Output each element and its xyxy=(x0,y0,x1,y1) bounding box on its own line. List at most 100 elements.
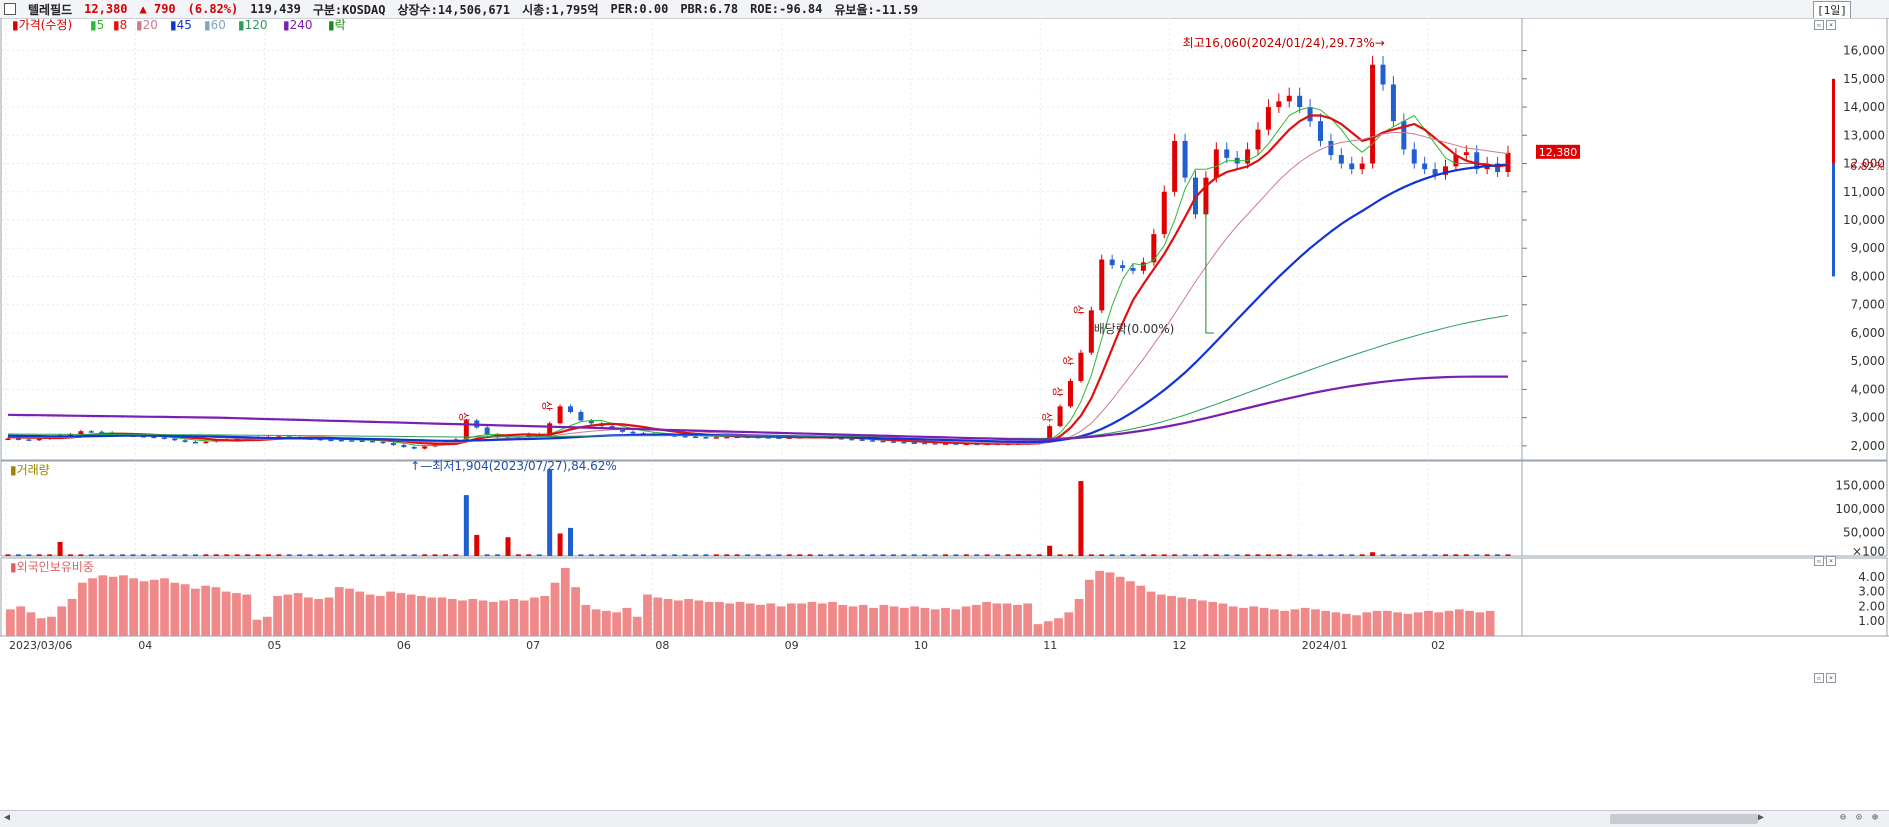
foreign-ownership-bar xyxy=(930,609,940,636)
candle-body xyxy=(463,420,469,440)
volume-bar xyxy=(943,554,948,556)
foreign-ownership-bar xyxy=(725,603,735,636)
foreign-ownership-bar xyxy=(1403,613,1413,636)
volume-bar xyxy=(599,554,605,556)
candle-body xyxy=(1255,129,1261,150)
volume-bar xyxy=(26,554,32,556)
foreign-ownership-bar xyxy=(252,619,262,636)
zoom-reset-icon[interactable]: ⊙ xyxy=(1856,812,1863,823)
candle-body xyxy=(161,437,167,439)
volume-bar xyxy=(1224,554,1230,556)
candle-body xyxy=(99,431,105,434)
volume-bar xyxy=(1026,554,1032,556)
candle-body xyxy=(1338,155,1344,164)
volume-bar xyxy=(557,533,563,556)
candle-body xyxy=(1453,155,1459,167)
volume-bar xyxy=(1318,554,1323,556)
horizontal-scrollbar[interactable]: ◀ ▶ ⊖ ⊙ ⊕ xyxy=(0,810,1889,827)
dividend-marker-line xyxy=(1205,208,1214,334)
foreign-ownership-bar xyxy=(1136,585,1146,636)
volume-bar xyxy=(1307,554,1313,556)
candle-body xyxy=(547,423,553,436)
foreign-pane-maximize-icon[interactable]: ▫ xyxy=(1814,673,1824,683)
panel-checkbox[interactable] xyxy=(4,3,16,15)
scroll-left-icon[interactable]: ◀ xyxy=(4,812,11,823)
foreign-pane-close-icon[interactable]: × xyxy=(1826,673,1836,683)
price-tick-label: 14,000 xyxy=(1843,100,1885,114)
foreign-ownership-bar xyxy=(36,618,46,636)
volume-bar xyxy=(328,554,334,556)
date-tick-label: 11 xyxy=(1043,639,1057,652)
legend-item-20: ▮20 xyxy=(136,18,158,32)
date-tick-label: 09 xyxy=(785,639,799,652)
volume-bar xyxy=(78,554,84,556)
zoom-out-icon[interactable]: ⊖ xyxy=(1840,812,1847,823)
stock-chart[interactable]: 최고16,060(2024/01/24),29.73%→ ↑—최저1,904(20… xyxy=(0,18,1889,826)
foreign-ownership-bar xyxy=(1198,600,1207,636)
volume-bar xyxy=(1193,554,1198,556)
candle-body xyxy=(1318,121,1323,141)
scroll-thumb[interactable] xyxy=(1610,814,1758,824)
volume-bar xyxy=(359,554,365,556)
volume-bar xyxy=(547,469,553,556)
foreign-ownership-bar xyxy=(1434,612,1444,636)
volume-bar xyxy=(401,554,407,556)
candle-body xyxy=(693,436,698,439)
foreign-ownership-bar xyxy=(776,606,786,636)
volume-bar xyxy=(276,554,282,556)
volume-bar xyxy=(213,554,219,556)
foreign-tick-label: 1.00 xyxy=(1858,614,1885,628)
foreign-ownership-bar xyxy=(47,616,56,636)
foreign-ownership-bar xyxy=(1218,603,1228,636)
volume-bar xyxy=(1255,554,1261,556)
volume-bar xyxy=(682,554,688,556)
foreign-ownership-bar xyxy=(920,607,930,636)
volume-pane-maximize-icon[interactable]: ▫ xyxy=(1814,556,1824,566)
period-selector[interactable]: [1일] xyxy=(1813,1,1851,19)
foreign-ownership-bar xyxy=(16,606,26,636)
candle-body xyxy=(328,439,334,442)
scroll-right-icon[interactable]: ▶ xyxy=(1758,812,1765,823)
foreign-ownership-bar xyxy=(129,578,139,636)
volume-bar xyxy=(411,554,417,556)
foreign-ownership-bar xyxy=(170,582,180,636)
candle-body xyxy=(1505,152,1511,172)
foreign-ownership-bar xyxy=(1177,597,1187,636)
volume-bar xyxy=(734,554,740,556)
price-pane-close-icon[interactable]: × xyxy=(1826,20,1836,30)
volume-bar xyxy=(495,554,501,556)
candle-body xyxy=(1495,163,1501,172)
foreign-ownership-bar xyxy=(530,597,539,636)
volume-bar xyxy=(1203,554,1209,556)
foreign-ownership-bar xyxy=(1095,570,1105,636)
candle-body xyxy=(713,437,719,439)
foreign-ownership-bar xyxy=(1413,612,1423,636)
foreign-ownership-bar xyxy=(992,603,1002,636)
volume-bar xyxy=(474,534,480,556)
foreign-ownership-bar xyxy=(1043,621,1053,636)
zoom-in-icon[interactable]: ⊕ xyxy=(1872,812,1879,823)
volume-bar xyxy=(640,554,646,556)
volume-bar xyxy=(1286,554,1292,556)
candle-body xyxy=(682,436,688,438)
foreign-ownership-bar xyxy=(396,593,406,636)
volume-bar xyxy=(109,554,115,556)
foreign-ownership-bar xyxy=(1115,576,1125,636)
volume-bar xyxy=(1068,554,1073,556)
ma-line-240 xyxy=(7,375,1508,441)
candle-body xyxy=(1422,163,1428,170)
candle-body xyxy=(1120,265,1126,268)
volume-bar xyxy=(1088,554,1094,556)
volume-bar xyxy=(797,554,803,556)
price-pane-maximize-icon[interactable]: ▫ xyxy=(1814,20,1824,30)
date-tick-label: 02 xyxy=(1431,639,1445,652)
candle-body xyxy=(1099,259,1105,311)
volume-bar xyxy=(1359,554,1365,556)
foreign-ownership-bar xyxy=(406,594,416,636)
foreign-ownership-bar xyxy=(1465,610,1474,636)
candle-body xyxy=(1047,426,1053,442)
volume-bar xyxy=(151,554,157,556)
volume-pane-close-icon[interactable]: × xyxy=(1826,556,1836,566)
volume-bar xyxy=(286,554,292,556)
volume-pane: ▮거래량 xyxy=(5,463,1511,556)
